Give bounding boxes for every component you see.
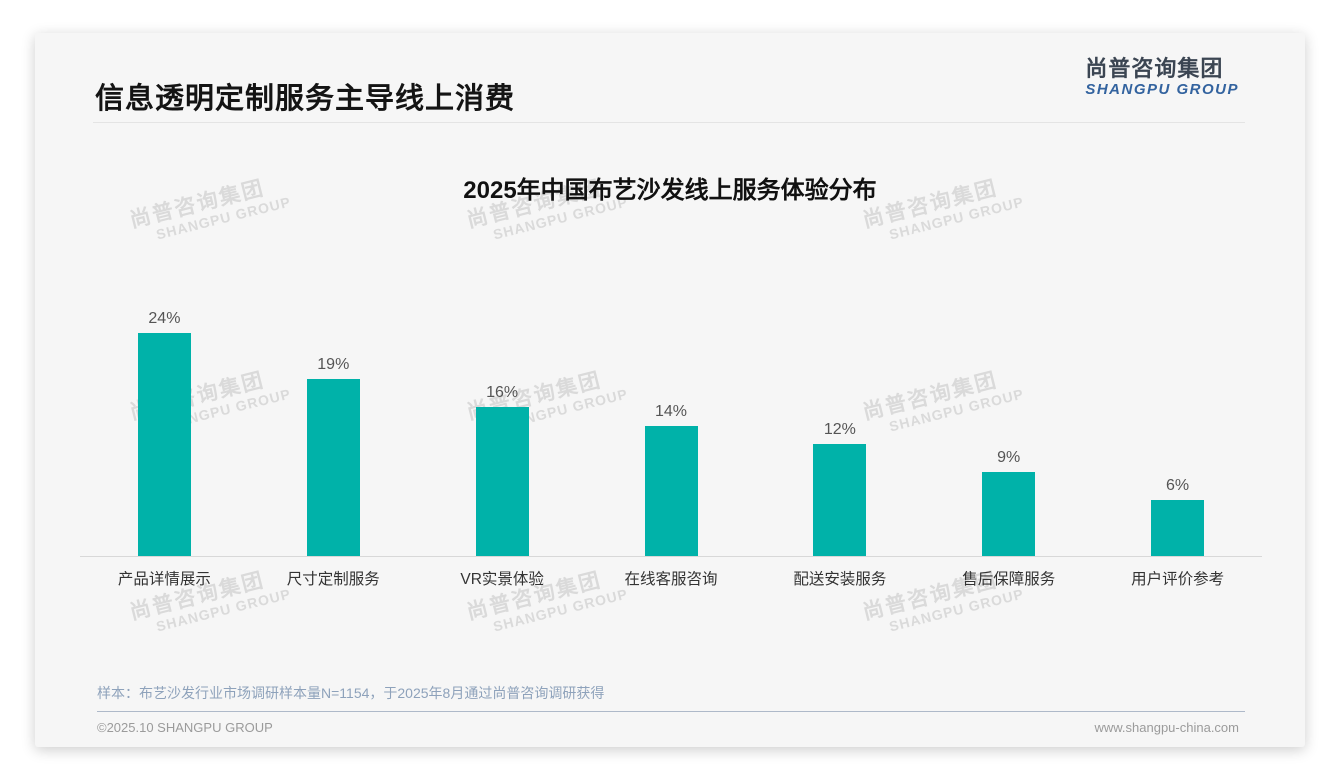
logo-chinese-text: 尚普咨询集团	[1085, 56, 1224, 81]
category-label: 售后保障服务	[962, 571, 1056, 588]
bar	[306, 379, 360, 556]
bar	[982, 472, 1036, 556]
x-axis-line	[80, 556, 1262, 557]
company-logo: 尚普咨询集团 SHANGPU GROUP	[1085, 56, 1239, 99]
watermark-english-text: SHANGPU GROUP	[491, 585, 630, 635]
slide-card: 尚普咨询集团 SHANGPU GROUP 尚普咨询集团 SHANGPU GROUP 尚普…	[35, 33, 1305, 747]
category-label: 尺寸定制服务	[286, 571, 380, 588]
bar-value-label: 6%	[1166, 477, 1190, 494]
category-label: VR实景体验	[460, 571, 544, 588]
bar-chart: 24% 19% 16% 14% 12% 9% 6%	[80, 306, 1262, 556]
bar-column: 19%	[249, 306, 418, 556]
watermark-english-text: SHANGPU GROUP	[887, 585, 1026, 635]
bar-value-label: 19%	[317, 356, 350, 373]
chart-title: 2025年中国布艺沙发线上服务体验分布	[463, 177, 877, 204]
bar	[137, 333, 191, 556]
category-label: 配送安装服务	[793, 571, 887, 588]
bar-column: 14%	[587, 306, 756, 556]
bar-value-label: 16%	[486, 384, 519, 401]
sample-footnote: 样本：布艺沙发行业市场调研样本量N=1154，于2025年8月通过尚普咨询调研获…	[97, 685, 605, 701]
title-divider	[93, 122, 1245, 123]
bar-value-label: 9%	[997, 449, 1021, 466]
category-label: 用户评价参考	[1131, 571, 1225, 588]
footer-website: www.shangpu-china.com	[1094, 720, 1239, 735]
bar-column: 6%	[1093, 306, 1262, 556]
footer-copyright: ©2025.10 SHANGPU GROUP	[97, 720, 273, 735]
bar-value-label: 24%	[148, 310, 181, 327]
category-label: 产品详情展示	[117, 571, 211, 588]
watermark-english-text: SHANGPU GROUP	[154, 585, 293, 635]
page-title: 信息透明定制服务主导线上消费	[95, 83, 516, 115]
bar	[644, 426, 698, 556]
bar-value-label: 12%	[823, 421, 856, 438]
logo-english-text: SHANGPU GROUP	[1085, 81, 1239, 98]
bar	[1151, 500, 1205, 556]
bar-column: 16%	[418, 306, 587, 556]
category-label: 在线客服咨询	[624, 571, 718, 588]
bar	[813, 444, 867, 556]
bar-column: 24%	[80, 306, 249, 556]
bar	[475, 407, 529, 556]
bar-column: 9%	[924, 306, 1093, 556]
x-axis-labels: 产品详情展示 尺寸定制服务 VR实景体验 在线客服咨询 配送安装服务 售后保障服务 用户评价…	[80, 567, 1262, 589]
bar-value-label: 14%	[654, 403, 688, 420]
footer-divider	[97, 711, 1245, 712]
bar-column: 12%	[755, 306, 924, 556]
